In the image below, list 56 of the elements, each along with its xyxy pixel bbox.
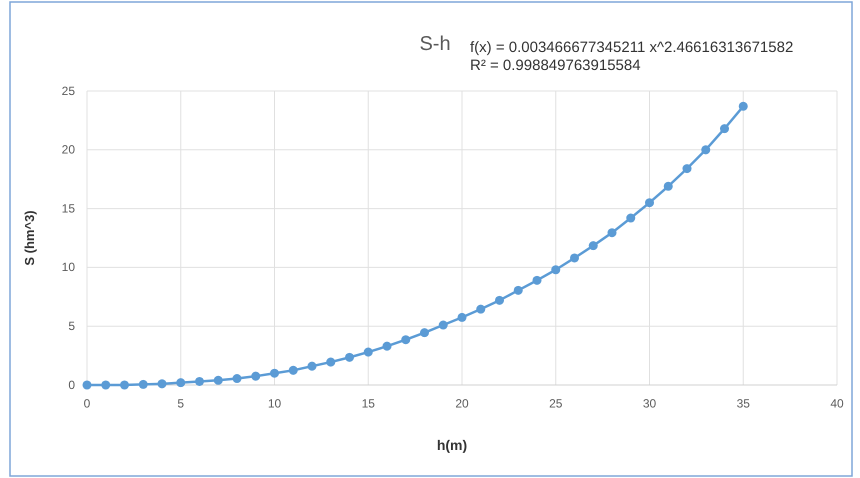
point — [194, 376, 204, 386]
point — [607, 228, 617, 238]
point — [176, 378, 186, 388]
x-tick-label: 10 — [268, 396, 282, 411]
point — [701, 145, 710, 154]
x-tick-label: 30 — [642, 396, 656, 411]
x-tick-label: 40 — [830, 396, 844, 411]
point — [364, 348, 373, 357]
point — [401, 335, 410, 344]
text: R² = 0.998849763915584 — [470, 57, 641, 74]
x-tick-label: 0 — [84, 396, 91, 411]
point — [664, 182, 673, 191]
point — [514, 286, 523, 295]
point — [588, 241, 598, 250]
point — [138, 380, 148, 389]
text: f(x) = 0.003466677345211 x^2.46616313671582 — [470, 39, 794, 56]
point — [270, 368, 280, 378]
x-tick-label: 5 — [177, 396, 184, 411]
y-tick-label: 20 — [62, 142, 76, 157]
point — [120, 380, 130, 390]
point — [251, 372, 260, 381]
point — [420, 328, 430, 338]
point — [476, 304, 486, 314]
point — [326, 358, 336, 367]
y-tick-label: 25 — [62, 84, 76, 98]
y-tick-label: 5 — [68, 319, 76, 334]
y-axis-title: S (hm^3) — [22, 210, 37, 266]
point — [626, 214, 636, 223]
point — [232, 374, 242, 384]
x-tick-label: 15 — [362, 396, 376, 411]
point — [344, 352, 354, 362]
y-tick-label: 10 — [62, 260, 76, 274]
point — [570, 253, 580, 262]
point — [644, 198, 654, 208]
point — [82, 380, 92, 390]
point — [720, 124, 730, 134]
x-tick-label: 35 — [736, 396, 750, 411]
point — [457, 312, 467, 322]
x-tick-label: 25 — [549, 396, 563, 411]
point — [682, 164, 692, 174]
x-tick-label: 20 — [455, 396, 469, 411]
point — [157, 379, 167, 388]
point — [382, 342, 392, 351]
point — [438, 320, 448, 330]
point — [738, 102, 748, 111]
point — [101, 380, 110, 390]
point — [288, 366, 298, 375]
point — [551, 265, 560, 274]
point — [532, 276, 542, 285]
point — [307, 362, 317, 371]
point — [494, 296, 504, 305]
chart-title: S-h — [419, 33, 451, 55]
point — [214, 376, 223, 385]
y-tick-label: 0 — [68, 378, 76, 392]
y-tick-label: 15 — [62, 201, 76, 216]
x-axis-title: h(m) — [436, 437, 468, 453]
